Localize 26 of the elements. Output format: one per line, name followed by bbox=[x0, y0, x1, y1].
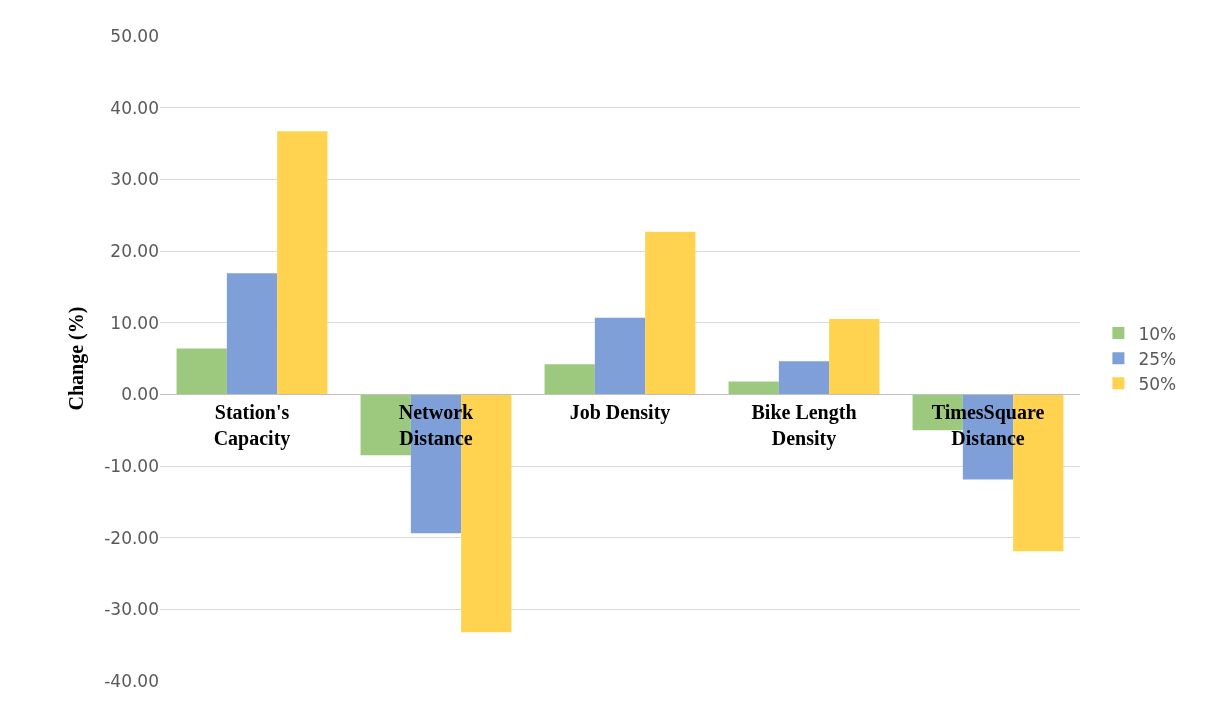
y-tick-label: 10.00 bbox=[110, 312, 159, 333]
x-tick-label: Job Density bbox=[569, 401, 671, 425]
bar bbox=[176, 348, 227, 395]
y-tick-label: -10.00 bbox=[104, 455, 159, 476]
x-tick-label: Bike Length Density bbox=[751, 401, 857, 451]
bar bbox=[277, 131, 328, 395]
y-tick-label: 0.00 bbox=[121, 384, 159, 405]
bar bbox=[645, 231, 696, 395]
bar bbox=[778, 361, 830, 395]
legend-label: 10% bbox=[1138, 323, 1177, 344]
y-tick-label: -20.00 bbox=[104, 527, 159, 548]
x-tick-label: Station's Capacity bbox=[213, 401, 291, 451]
legend-label: 25% bbox=[1138, 348, 1177, 369]
bar bbox=[829, 319, 880, 395]
bar bbox=[226, 273, 278, 395]
legend-label: 50% bbox=[1138, 373, 1177, 394]
y-tick-label: -40.00 bbox=[104, 670, 159, 691]
bar bbox=[728, 381, 779, 395]
y-tick-label: 50.00 bbox=[110, 25, 159, 46]
bar bbox=[544, 364, 595, 395]
y-axis-title: Change (%) bbox=[64, 306, 88, 411]
y-tick-label: 20.00 bbox=[110, 240, 159, 261]
y-tick-label: -30.00 bbox=[104, 599, 159, 620]
y-tick-label: 40.00 bbox=[110, 97, 159, 118]
bar bbox=[594, 317, 646, 395]
y-tick-label: 30.00 bbox=[110, 169, 159, 190]
